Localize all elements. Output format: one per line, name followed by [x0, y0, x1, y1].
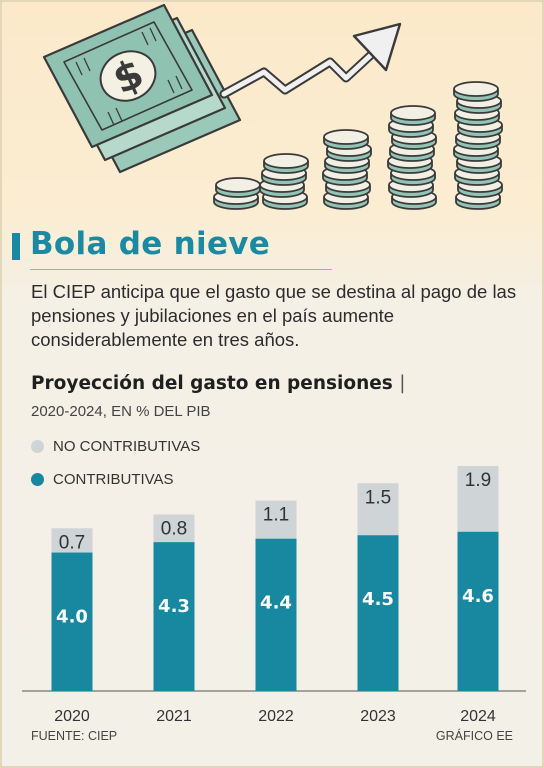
data-label-contributivas: 4.0 — [56, 607, 88, 628]
bar-contributivas — [357, 535, 399, 691]
coin-stack-icon — [215, 177, 261, 198]
page-title: Bola de nieve — [30, 226, 271, 262]
title-accent-bar — [12, 233, 20, 260]
coin-stack-icon — [323, 129, 369, 150]
data-label-no-contributivas: 1.1 — [263, 505, 289, 526]
arrow-up-icon — [219, 22, 402, 99]
bar-no-contributivas — [51, 528, 93, 553]
title-divider — [30, 269, 332, 270]
x-tick-label: 2020 — [54, 708, 90, 725]
bar-no-contributivas — [457, 466, 499, 532]
bar-contributivas — [457, 531, 499, 691]
legend-label-no-contributivas: NO CONTRIBUTIVAS — [53, 438, 201, 455]
legend-item-contributivas: CONTRIBUTIVAS — [31, 471, 174, 488]
lede-text: El CIEP anticipa que el gasto que se des… — [31, 281, 517, 350]
bar-contributivas — [255, 538, 297, 691]
bar-no-contributivas — [357, 483, 399, 536]
x-tick-label: 2023 — [360, 708, 396, 725]
coin-stack-icon — [263, 153, 309, 174]
data-label-no-contributivas: 1.5 — [365, 487, 391, 508]
x-tick-label: 2022 — [258, 708, 294, 725]
legend-label-contributivas: CONTRIBUTIVAS — [53, 471, 174, 488]
graphic-credit: GRÁFICO EE — [435, 729, 513, 743]
header-illustration: $ — [42, 3, 503, 210]
bar-contributivas — [51, 552, 93, 691]
x-tick-label: 2024 — [460, 708, 496, 725]
dollar-sign-icon: $ — [99, 50, 157, 104]
legend-swatch-no-contributivas — [31, 440, 44, 453]
stacked-bar-chart: 0.7 4.0 2020 0.8 4.3 2021 1.1 4.4 2022 1.5 4.5 2023… — [22, 466, 526, 725]
coin-stack-icon — [390, 105, 436, 126]
coin-stack-icon — [213, 81, 503, 210]
legend-swatch-contributivas — [31, 473, 44, 486]
data-label-contributivas: 4.4 — [260, 593, 292, 614]
chart-title: Proyección del gasto en pensiones | — [31, 373, 406, 394]
bar-contributivas — [153, 542, 195, 691]
source-note: FUENTE: CIEP — [31, 729, 118, 743]
coin-stack-icon — [322, 165, 368, 186]
chart-title-separator: | — [399, 373, 406, 394]
x-tick-label: 2021 — [156, 708, 192, 725]
data-label-no-contributivas: 0.8 — [161, 518, 187, 539]
data-label-no-contributivas: 1.9 — [465, 470, 491, 491]
chart-subtitle: 2020-2024, EN % DEL PIB — [31, 403, 211, 420]
bar-no-contributivas — [153, 514, 195, 543]
data-label-contributivas: 4.6 — [462, 586, 494, 607]
legend-item-no-contributivas: NO CONTRIBUTIVAS — [31, 438, 200, 455]
data-label-no-contributivas: 0.7 — [59, 532, 85, 553]
chart-title-text: Proyección del gasto en pensiones — [31, 373, 393, 394]
data-label-contributivas: 4.5 — [362, 589, 394, 610]
coin-stack-icon — [453, 81, 499, 102]
bar-no-contributivas — [255, 500, 297, 539]
data-label-contributivas: 4.3 — [158, 596, 190, 617]
